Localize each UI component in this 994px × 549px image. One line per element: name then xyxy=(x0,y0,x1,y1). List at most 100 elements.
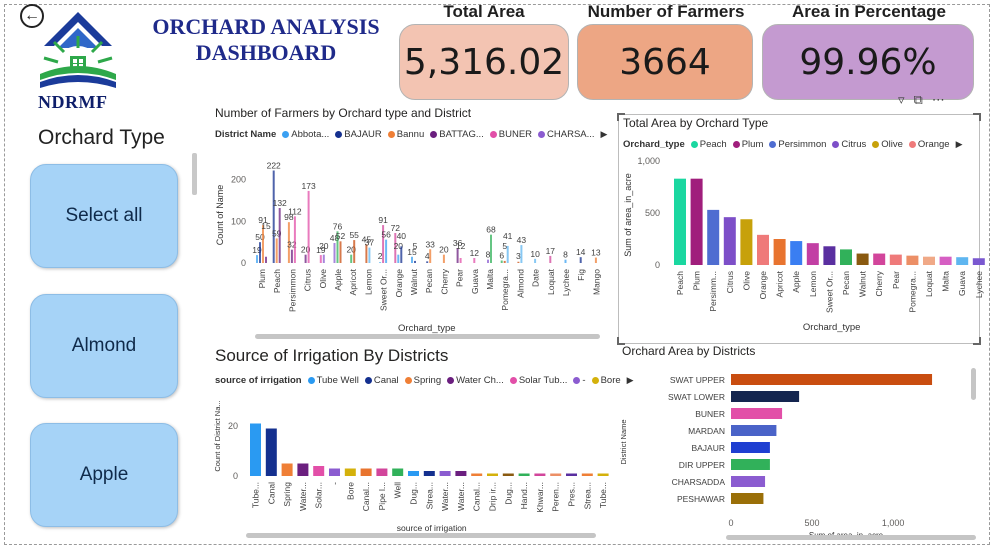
slicer-button-apple[interactable]: Apple xyxy=(30,423,178,527)
x-tick-label: Loquat xyxy=(546,268,556,295)
legend-dot xyxy=(538,131,546,138)
legend-next-icon[interactable]: ▶ xyxy=(600,129,608,139)
legend-title: source of irrigation xyxy=(215,375,302,386)
legend-item[interactable]: Abbota... xyxy=(282,129,329,140)
bar xyxy=(517,261,520,263)
slicer-scrollbar[interactable] xyxy=(192,153,197,195)
legend-item[interactable]: Spring xyxy=(404,375,442,386)
legend-item[interactable]: Canal xyxy=(364,375,399,386)
x-tick-label: Walnut xyxy=(858,270,868,297)
legend-item[interactable]: Bore xyxy=(591,375,621,386)
legend-label: Bore xyxy=(600,375,621,386)
bar xyxy=(353,240,356,263)
legend-dot xyxy=(832,141,840,148)
legend-item[interactable]: Solar Tub... xyxy=(509,375,568,386)
legend-next-icon[interactable]: ▶ xyxy=(626,375,634,385)
bar xyxy=(265,428,277,476)
x-tick-label: Sweet Or... xyxy=(824,271,834,313)
frame-corner xyxy=(973,113,981,121)
x-tick-label: Citrus xyxy=(303,269,313,291)
legend-dot xyxy=(769,141,777,148)
x-tick-label: Loquat xyxy=(924,270,934,297)
data-label: 6 xyxy=(499,251,504,261)
legend-dot xyxy=(404,377,412,384)
legend-item[interactable]: Peach xyxy=(690,139,727,150)
x-tick-label: Strea... xyxy=(424,482,434,509)
x-tick-label: Apple xyxy=(791,271,801,293)
filter-icon[interactable]: ▿ xyxy=(898,92,905,107)
legend-dot xyxy=(447,377,455,384)
focus-mode-icon[interactable]: ⧉ xyxy=(913,92,923,107)
legend-item[interactable]: Plum xyxy=(732,139,763,150)
legend-item[interactable]: CHARSA... xyxy=(538,129,595,140)
legend-item[interactable]: Citrus xyxy=(832,139,866,150)
data-label: 72 xyxy=(391,223,401,233)
bar xyxy=(290,249,293,263)
area-chart-legend: Orchard_type Peach Plum Persimmon Citrus Oliv… xyxy=(623,139,963,150)
legend-item[interactable]: BATTAG... xyxy=(430,129,484,140)
kpi-card-total-area[interactable]: 5,316.02 xyxy=(399,24,569,100)
bar xyxy=(674,178,686,265)
legend-dot xyxy=(573,377,581,384)
bar xyxy=(376,468,388,476)
data-label: 222 xyxy=(267,161,281,171)
data-label: 112 xyxy=(288,206,302,216)
slicer-button-select-all[interactable]: Select all xyxy=(30,164,178,268)
legend-label: Water Ch... xyxy=(456,375,504,386)
x-tick-label: Dug... xyxy=(503,482,513,505)
x-tick-label: Persimmon xyxy=(287,269,297,312)
legend-label: Orange xyxy=(917,139,950,150)
data-label: 37 xyxy=(365,238,375,248)
legend-item[interactable]: Orange xyxy=(908,139,950,150)
legend-label: Spring xyxy=(413,375,442,386)
x-tick-label: Peren... xyxy=(551,482,561,512)
legend-item[interactable]: Water Ch... xyxy=(447,375,504,386)
legend-item[interactable]: Bannu xyxy=(387,129,424,140)
bar xyxy=(506,245,509,263)
visual-toolbar: ▿ ⧉ ⋯ xyxy=(898,92,945,108)
irrigation-chart-scrollbar[interactable] xyxy=(246,533,596,538)
kpi-card-number-of-farmers[interactable]: 3664 xyxy=(577,24,753,100)
data-label: 52 xyxy=(336,231,346,241)
back-arrow-icon[interactable]: ← xyxy=(20,4,44,28)
legend-item[interactable]: Olive xyxy=(872,139,903,150)
area-chart: 0 500 1,000 Sum of area_in_acre Peach Plum Per… xyxy=(623,156,985,333)
legend-label: Solar Tub... xyxy=(518,375,568,386)
bar xyxy=(503,260,506,263)
district-chart-vscrollbar[interactable] xyxy=(971,368,976,400)
y-tick-label: 1,000 xyxy=(637,156,660,166)
legend-next-icon[interactable]: ▶ xyxy=(955,139,963,149)
bar xyxy=(275,238,278,263)
x-tick-label: Guava xyxy=(957,271,967,296)
legend-item[interactable]: BUNER xyxy=(489,129,532,140)
data-label: 56 xyxy=(381,230,391,240)
slicer-button-almond[interactable]: Almond xyxy=(30,294,178,398)
x-tick-label: - xyxy=(330,482,340,485)
x-tick-label: Drip ir... xyxy=(488,482,498,511)
kpi-label-number-of-farmers: Number of Farmers xyxy=(587,2,745,21)
x-tick-label: Date xyxy=(531,269,541,287)
x-tick-label: Fig xyxy=(576,269,586,281)
bar xyxy=(594,257,597,263)
legend-item[interactable]: - xyxy=(573,375,586,386)
bar xyxy=(414,260,416,263)
legend-item[interactable]: Tube Well xyxy=(307,375,359,386)
bar xyxy=(439,471,451,476)
district-chart-hscrollbar[interactable] xyxy=(726,535,976,540)
bar xyxy=(368,247,371,263)
legend-dot xyxy=(591,377,599,384)
bar xyxy=(379,262,382,263)
bar xyxy=(490,234,492,263)
x-tick-label: Canal... xyxy=(361,482,371,511)
x-tick-label: Water... xyxy=(440,482,450,511)
farmers-chart-scrollbar[interactable] xyxy=(255,334,600,339)
x-tick-label: Plum xyxy=(692,271,702,290)
x-tick-label: Tube... xyxy=(598,482,608,508)
irrigation-chart: 0 20 Count of District Na... Tube... Canal Sp… xyxy=(213,400,609,533)
legend-label: CHARSA... xyxy=(547,129,595,140)
legend-item[interactable]: Persimmon xyxy=(769,139,826,150)
legend-item[interactable]: BAJAUR xyxy=(335,129,382,140)
more-options-icon[interactable]: ⋯ xyxy=(931,92,945,107)
kpi-card-area-percentage[interactable]: 99.96% xyxy=(762,24,974,100)
